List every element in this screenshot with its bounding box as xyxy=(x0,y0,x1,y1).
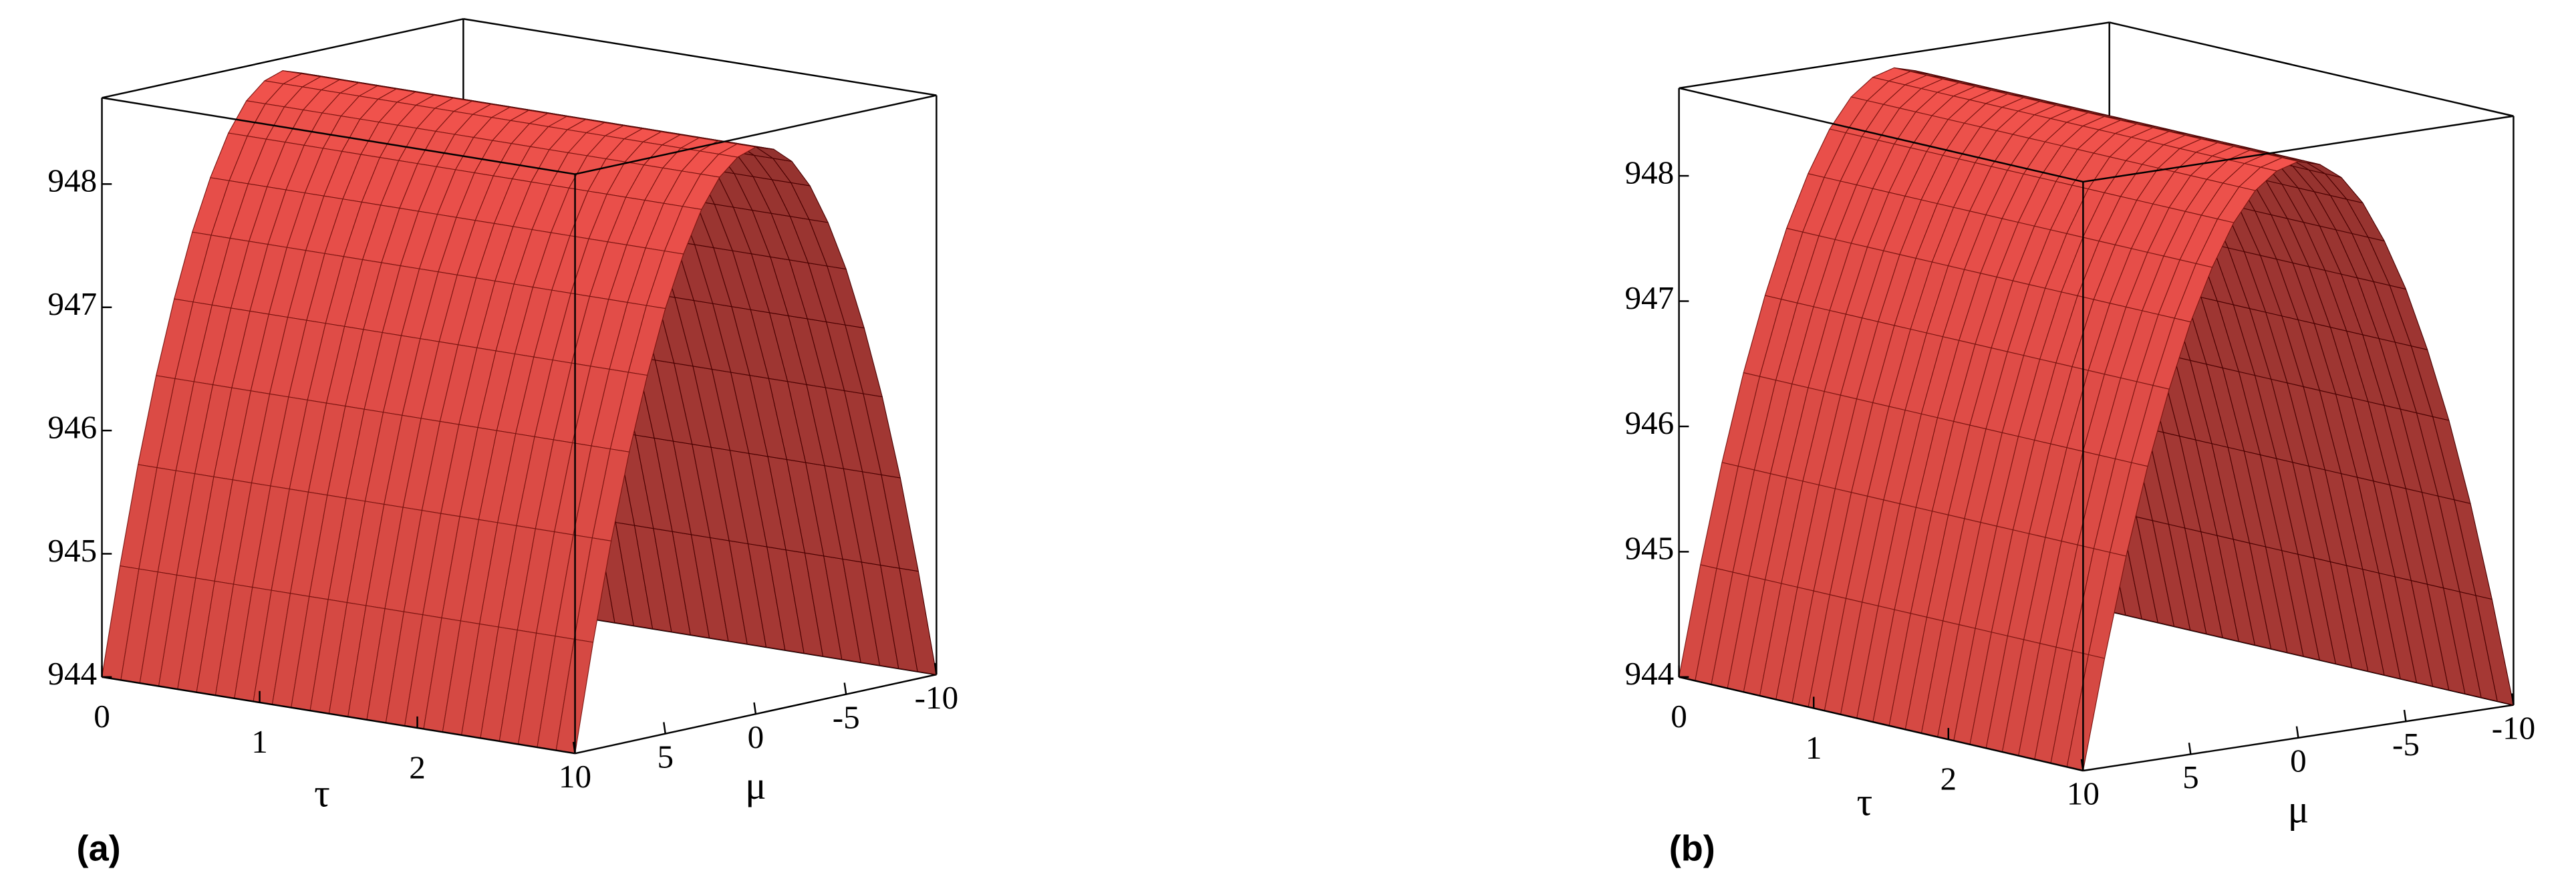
x-axis-label: τ xyxy=(314,771,330,815)
box-edge xyxy=(575,94,937,175)
y-tick xyxy=(934,662,938,675)
y-tick xyxy=(2188,743,2192,755)
y-tick-label: -5 xyxy=(833,698,860,735)
z-tick-label: 946 xyxy=(1624,404,1674,441)
z-tick-label: 944 xyxy=(47,655,97,692)
x-tick-label: 2 xyxy=(409,749,426,785)
x-axis-label: τ xyxy=(1857,779,1873,823)
box-edge xyxy=(1679,21,2110,90)
y-tick xyxy=(753,702,757,715)
surface-patch xyxy=(2066,654,2106,771)
x-tick-label: 2 xyxy=(1940,760,1957,797)
box-edge xyxy=(1679,676,2084,772)
x-tick-label: 1 xyxy=(1806,729,1822,766)
y-tick xyxy=(663,722,666,734)
y-tick xyxy=(2295,726,2299,739)
box-edge xyxy=(575,673,937,755)
box-edge xyxy=(2083,115,2514,183)
z-tick-label: 947 xyxy=(47,285,97,322)
box-edge xyxy=(463,18,937,96)
box-edge xyxy=(102,97,575,175)
y-tick-label: -10 xyxy=(2492,709,2536,746)
z-tick-label: 946 xyxy=(47,408,97,445)
z-tick-label: 948 xyxy=(1624,154,1674,190)
y-tick-label: 0 xyxy=(748,719,764,755)
z-tick-label: 945 xyxy=(47,532,97,569)
y-axis-label: μ xyxy=(745,763,766,807)
y-tick-label: 10 xyxy=(2067,775,2100,812)
box-edge xyxy=(102,18,464,99)
box-edge xyxy=(102,676,575,755)
z-tick-label: 948 xyxy=(47,162,97,199)
y-tick xyxy=(2511,693,2515,705)
y-tick-label: -5 xyxy=(2392,726,2420,763)
z-tick-label: 944 xyxy=(1624,655,1674,692)
panel-label: (a) xyxy=(77,829,121,869)
y-axis-label: μ xyxy=(2288,787,2309,831)
y-tick-label: 10 xyxy=(559,758,591,795)
y-tick xyxy=(2080,759,2084,771)
y-tick-label: 5 xyxy=(657,738,674,775)
z-tick-label: 947 xyxy=(1624,279,1674,316)
box-edge xyxy=(2109,21,2514,117)
y-tick-label: 5 xyxy=(2182,759,2199,795)
y-tick xyxy=(2403,709,2407,722)
y-tick-label: -10 xyxy=(915,679,959,716)
y-tick xyxy=(843,682,847,694)
y-tick xyxy=(572,741,576,754)
x-tick-label: 0 xyxy=(1671,698,1687,735)
box-edge xyxy=(2083,704,2514,772)
x-tick-label: 1 xyxy=(251,723,268,760)
x-tick-label: 0 xyxy=(94,698,110,735)
y-tick-label: 0 xyxy=(2290,742,2307,779)
z-tick-label: 945 xyxy=(1624,530,1674,567)
panel-label: (b) xyxy=(1669,829,1715,869)
box-edge xyxy=(1679,87,2084,183)
